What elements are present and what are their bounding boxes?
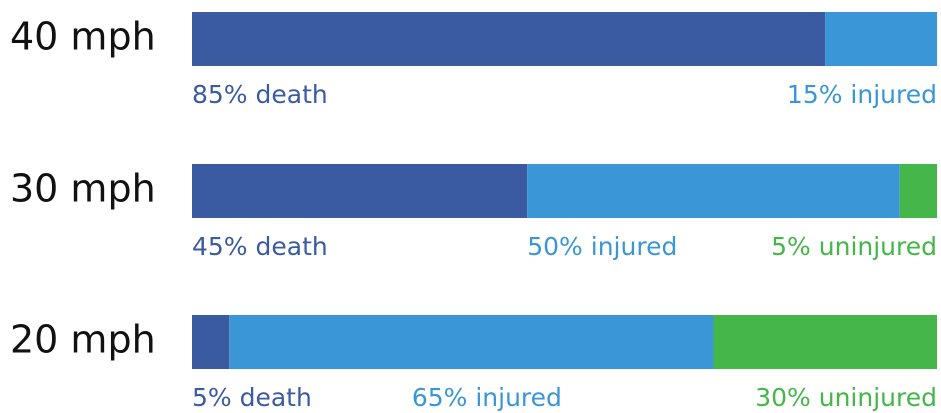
bar-segment — [229, 315, 714, 369]
bar-segment — [192, 12, 826, 66]
value-label: 5% uninjured — [771, 232, 937, 261]
category-label: 30 mph — [10, 167, 156, 211]
bar-segment — [899, 164, 937, 218]
bar-segment — [825, 12, 937, 66]
category-label: 40 mph — [10, 15, 156, 59]
value-label: 85% death — [192, 80, 328, 109]
value-label: 65% injured — [412, 383, 562, 412]
value-label: 15% injured — [787, 80, 937, 109]
value-label: 45% death — [192, 232, 328, 261]
bar-segment — [713, 315, 937, 369]
bar-segment — [527, 164, 900, 218]
value-label: 5% death — [192, 383, 312, 412]
value-label: 50% injured — [527, 232, 677, 261]
value-label: 30% uninjured — [755, 383, 937, 412]
category-label: 20 mph — [10, 318, 156, 362]
bar-segment — [192, 164, 528, 218]
bar-segment — [192, 315, 230, 369]
